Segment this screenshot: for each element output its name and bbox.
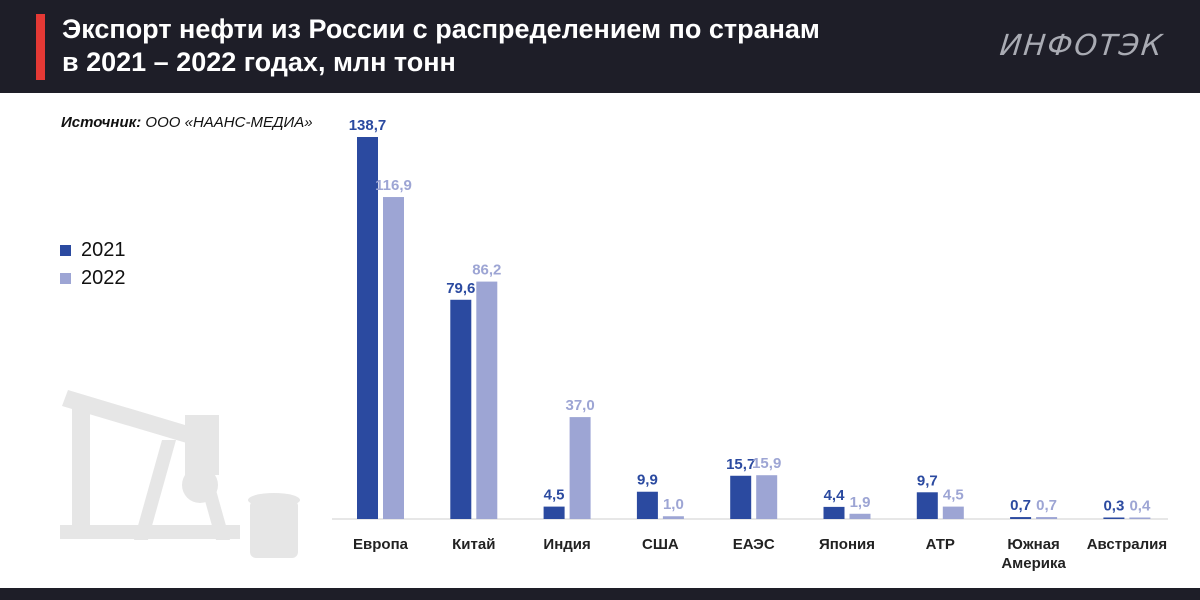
bar-2021-2	[543, 506, 565, 519]
category-label-7: Южная	[1007, 536, 1059, 553]
bar-2021-5	[823, 506, 845, 519]
data-label-2021-2: 4,5	[544, 487, 565, 504]
category-label-4: ЕАЭС	[733, 536, 775, 553]
legend: 2021 2022	[60, 236, 126, 292]
data-label-2022-3: 1,0	[663, 496, 684, 513]
category-label-1: Китай	[452, 536, 495, 553]
bar-2021-7	[1010, 517, 1032, 519]
category-label-7: Америка	[1001, 555, 1066, 572]
bar-2022-5	[849, 513, 871, 519]
source-text: ООО «НААНС-МЕДИА»	[141, 114, 313, 131]
bar-2022-7	[1036, 517, 1058, 519]
data-label-2022-6: 4,5	[943, 487, 964, 504]
bar-2021-3	[636, 491, 658, 519]
bar-2021-6	[916, 492, 938, 519]
data-label-2022-8: 0,4	[1129, 498, 1151, 515]
bar-2021-1	[450, 299, 472, 519]
category-label-0: Европа	[353, 536, 409, 553]
category-label-6: АТР	[926, 536, 955, 553]
source-label: Источник:	[61, 114, 142, 131]
bar-2022-6	[942, 506, 964, 519]
data-label-2021-7: 0,7	[1010, 497, 1031, 514]
data-label-2021-3: 9,9	[637, 472, 658, 489]
data-label-2021-4: 15,7	[726, 456, 755, 473]
legend-swatch-2022	[60, 272, 71, 284]
bar-2022-1	[476, 281, 498, 519]
bar-2021-0	[357, 137, 378, 519]
category-label-3: США	[642, 536, 679, 553]
bar-2021-4	[730, 475, 752, 519]
legend-item-2022: 2022	[60, 264, 126, 292]
category-label-2: Индия	[543, 536, 590, 553]
legend-item-2021: 2021	[60, 236, 126, 264]
data-label-2022-5: 1,9	[850, 494, 871, 511]
chart-title: Экспорт нефти из России с распределением…	[62, 13, 882, 79]
data-label-2022-2: 37,0	[565, 397, 594, 414]
header-bar: Экспорт нефти из России с распределением…	[0, 0, 1200, 93]
bar-2022-8	[1129, 517, 1151, 519]
source-note: Источник: ООО «НААНС-МЕДИА»	[61, 114, 313, 131]
legend-swatch-2021	[60, 244, 71, 256]
oil-pump-illustration	[60, 390, 300, 558]
bar-2022-2	[569, 417, 591, 519]
title-line-2: в 2021 – 2022 годах, млн тонн	[62, 47, 456, 77]
legend-label-2022: 2022	[81, 266, 126, 289]
data-label-2021-1: 79,6	[446, 280, 475, 297]
bar-2021-8	[1103, 517, 1125, 519]
footer-bar	[0, 588, 1200, 600]
legend-label-2021: 2021	[81, 238, 126, 261]
data-label-2021-5: 4,4	[824, 487, 846, 504]
data-label-2022-0: 116,9	[375, 177, 412, 194]
category-label-8: Австралия	[1087, 536, 1167, 553]
bar-2022-4	[756, 475, 778, 519]
data-label-2022-1: 86,2	[472, 262, 501, 279]
bar-2022-3	[662, 516, 684, 519]
bar-2022-0	[383, 197, 404, 519]
accent-bar	[36, 14, 45, 80]
data-label-2021-8: 0,3	[1103, 498, 1124, 515]
title-line-1: Экспорт нефти из России с распределением…	[62, 14, 820, 44]
data-label-2021-0: 138,7	[349, 117, 387, 134]
data-label-2022-7: 0,7	[1036, 497, 1057, 514]
data-label-2022-4: 15,9	[752, 455, 781, 472]
data-label-2021-6: 9,7	[917, 472, 938, 489]
category-label-5: Япония	[819, 536, 875, 553]
